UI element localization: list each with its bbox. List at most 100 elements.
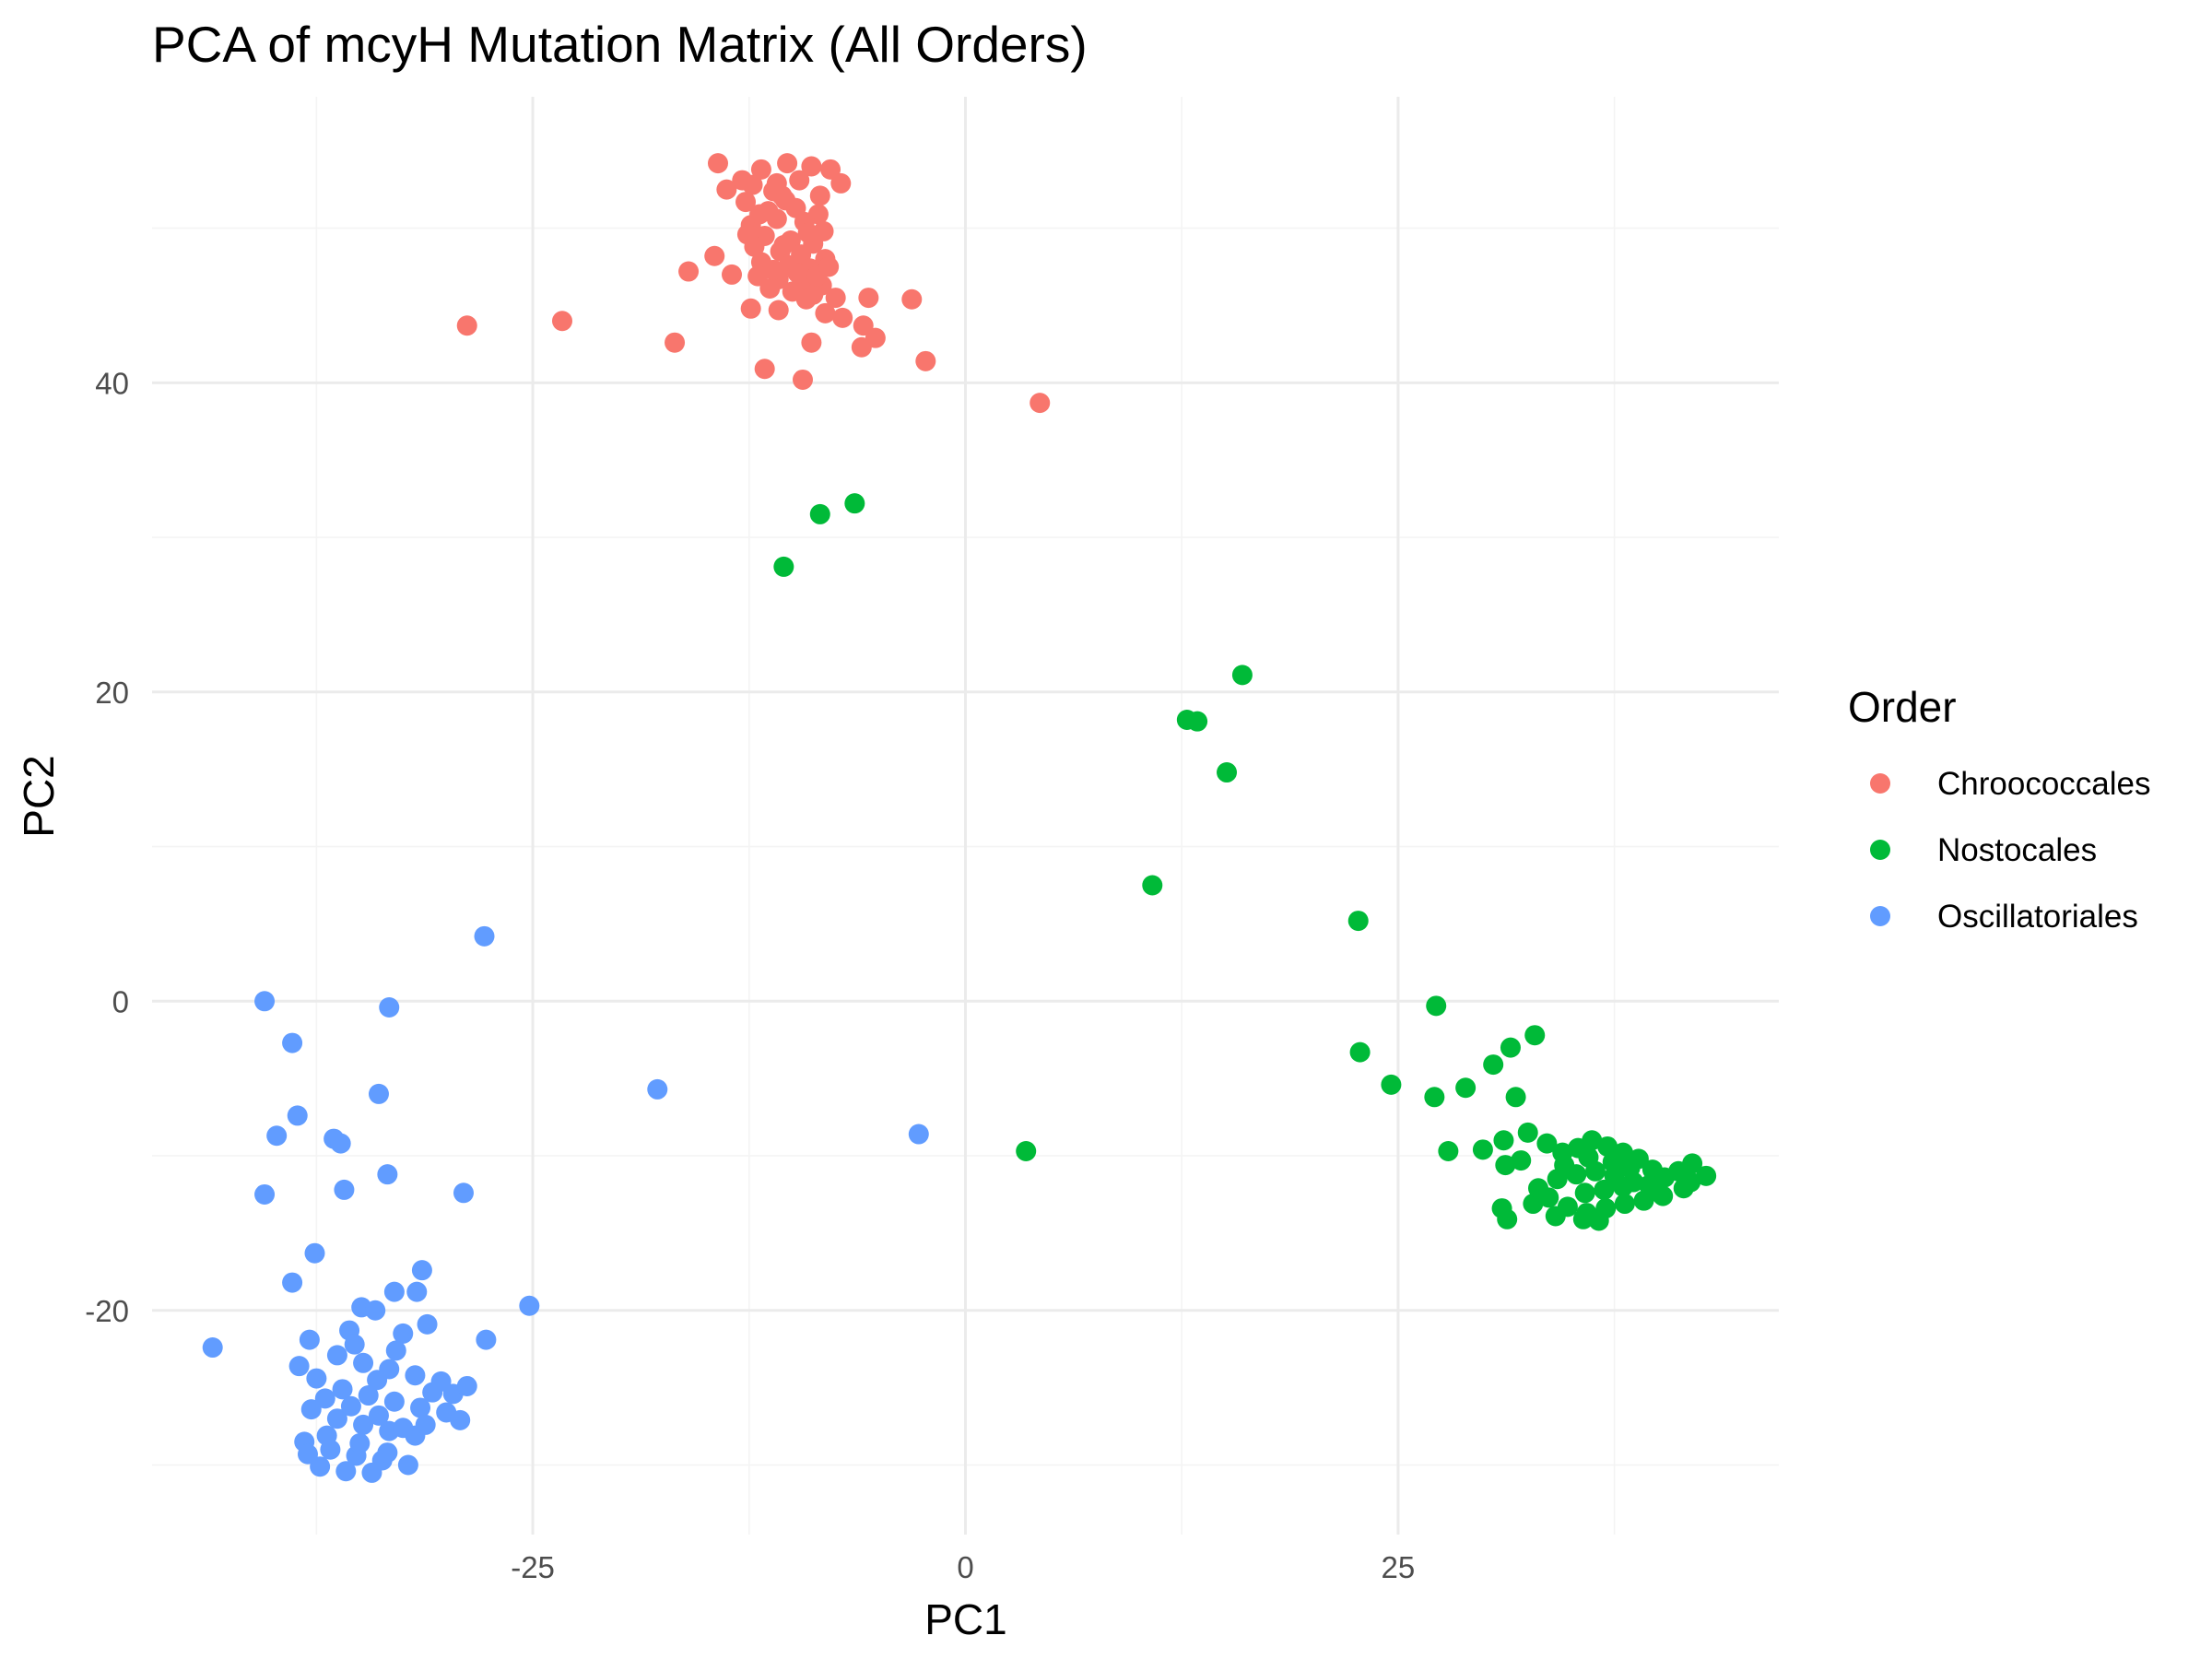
data-point — [787, 263, 808, 284]
data-point — [722, 264, 743, 285]
data-point — [766, 208, 787, 229]
data-point — [1426, 995, 1447, 1017]
data-point — [1594, 1179, 1615, 1200]
data-point — [1696, 1165, 1717, 1186]
data-point — [716, 179, 737, 200]
data-point — [406, 1281, 428, 1302]
legend-label: Chroococcales — [1937, 766, 2151, 802]
data-point — [844, 493, 865, 514]
data-point — [754, 359, 775, 380]
data-point — [1572, 1208, 1594, 1230]
y-tick-label: 0 — [112, 984, 129, 1018]
data-point — [456, 315, 477, 336]
major-gridlines — [152, 97, 1779, 1535]
data-point — [299, 1329, 320, 1350]
data-point — [450, 1409, 471, 1430]
data-point — [773, 235, 794, 256]
legend-items: Chroococcales Nostocales Oscillatoriales — [1870, 766, 2151, 935]
x-tick-label: 25 — [1382, 1550, 1416, 1584]
data-point — [901, 288, 923, 310]
data-point — [405, 1365, 426, 1386]
data-point — [1619, 1158, 1641, 1179]
data-point — [768, 300, 789, 321]
data-point — [288, 1356, 310, 1377]
x-tick-label: 0 — [957, 1550, 973, 1584]
data-point — [915, 350, 936, 371]
data-point — [809, 185, 830, 206]
data-point — [306, 1368, 327, 1389]
data-point — [1588, 1210, 1609, 1231]
legend-label: Oscillatoriales — [1937, 899, 2138, 935]
data-point — [254, 1183, 276, 1205]
data-point — [736, 224, 758, 245]
legend-title: Order — [1848, 683, 1957, 731]
data-point — [1574, 1182, 1595, 1204]
data-point — [647, 1078, 668, 1100]
data-point — [335, 1461, 357, 1482]
data-point — [415, 1414, 436, 1435]
data-point — [266, 1125, 288, 1147]
data-point — [704, 245, 725, 266]
data-point — [795, 288, 817, 310]
x-tick-label: -25 — [511, 1550, 555, 1584]
data-point — [1523, 1194, 1544, 1215]
data-point — [519, 1295, 540, 1316]
data-point — [858, 288, 879, 309]
data-point — [818, 256, 840, 277]
series-chroococcales — [456, 153, 1051, 414]
data-point — [1030, 393, 1051, 414]
data-point — [304, 1242, 325, 1264]
legend-item: Nostocales — [1870, 832, 2097, 868]
data-point — [377, 1442, 398, 1464]
legend-label: Nostocales — [1937, 832, 2097, 868]
data-point — [453, 1182, 474, 1204]
data-point — [254, 991, 276, 1012]
data-point — [1680, 1171, 1701, 1193]
data-point — [287, 1105, 308, 1126]
data-point — [358, 1385, 379, 1406]
data-point — [1455, 1077, 1477, 1099]
data-point — [740, 298, 761, 319]
data-point — [353, 1414, 374, 1435]
data-point — [763, 259, 784, 280]
data-point — [383, 1281, 405, 1302]
data-point — [797, 222, 818, 243]
data-point — [1424, 1087, 1445, 1108]
data-point — [282, 1272, 303, 1293]
data-point — [1142, 875, 1163, 896]
data-point — [1231, 665, 1253, 686]
data-point — [908, 1124, 929, 1145]
data-point — [456, 1375, 477, 1396]
data-point — [417, 1313, 438, 1335]
data-point — [766, 172, 787, 194]
data-point — [330, 1133, 351, 1154]
data-point — [368, 1405, 389, 1426]
legend-key — [1870, 773, 1890, 794]
y-axis-title: PC2 — [15, 755, 63, 837]
data-point — [735, 192, 757, 213]
y-tick-labels: -20 0 20 40 — [85, 366, 129, 1327]
data-point — [1682, 1153, 1703, 1174]
data-point — [1614, 1194, 1635, 1215]
data-point — [300, 1399, 322, 1420]
data-point — [411, 1260, 432, 1281]
data-point — [801, 332, 822, 353]
x-tick-labels: -25 0 25 — [511, 1550, 1415, 1584]
legend-key — [1870, 840, 1890, 860]
data-point — [1528, 1178, 1549, 1199]
y-tick-label: 40 — [95, 366, 129, 400]
data-point — [851, 336, 872, 358]
data-point — [1497, 1208, 1518, 1230]
data-point — [310, 1456, 331, 1477]
data-point — [365, 1300, 386, 1321]
data-point — [1582, 1130, 1603, 1151]
data-point — [789, 170, 810, 191]
data-point — [397, 1454, 418, 1476]
series-oscillatoriales — [202, 925, 929, 1483]
data-point — [377, 1164, 398, 1185]
data-point — [1578, 1147, 1599, 1168]
data-point — [410, 1397, 431, 1418]
data-point — [367, 1370, 388, 1391]
data-point — [1349, 1041, 1371, 1063]
data-point — [830, 172, 852, 194]
